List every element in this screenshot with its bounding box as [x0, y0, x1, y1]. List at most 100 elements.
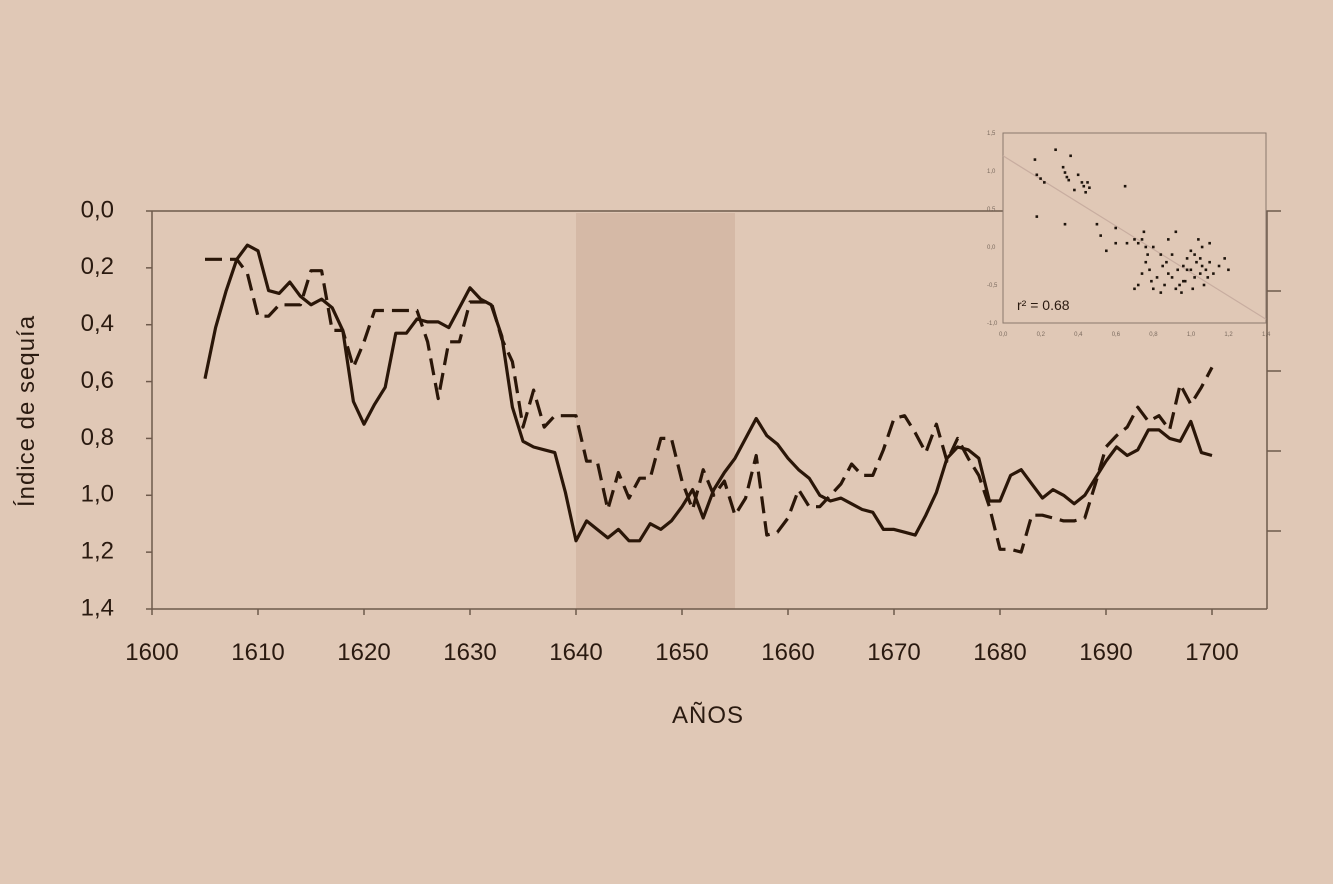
inset-scatter-point — [1178, 283, 1181, 287]
inset-x-tick-label: 1,2 — [1224, 332, 1233, 338]
highlight-band — [576, 213, 735, 609]
inset-scatter-point — [1208, 260, 1211, 264]
inset-scatter-point — [1035, 215, 1039, 218]
inset-scatter-point — [1183, 279, 1187, 283]
x-tick-label: 1680 — [973, 639, 1026, 666]
inset-scatter-point — [1136, 241, 1140, 245]
inset-scatter-point — [1204, 268, 1208, 272]
inset-scatter-point — [1195, 260, 1198, 264]
main-plot: 0,0 0,2 0,4 0,6 0,8 1,0 1,2 1,4 1600 1610 1620 1630… — [81, 196, 1281, 666]
inset-scatter-point — [1176, 268, 1180, 272]
x-tick-label: 1620 — [337, 639, 390, 666]
x-tick-label: 1700 — [1185, 639, 1238, 666]
inset-scatter-point — [1159, 253, 1163, 256]
x-tick-label: 1660 — [761, 639, 814, 666]
inset-scatter-point — [1105, 249, 1108, 253]
series-line-dashed — [205, 257, 1214, 554]
inset-scatter-point — [1114, 241, 1118, 245]
inset-scatter-point — [1200, 245, 1204, 249]
inset-trendline — [1002, 155, 1267, 320]
inset-scatter-plot: 1,51,00,50,0-0,5-1,00,0 0,2 0,4 0,6 0,8 1,0 1,… — [987, 131, 1271, 338]
x-tick-label: 1670 — [867, 639, 920, 666]
inset-scatter-point — [1069, 154, 1072, 158]
inset-scatter-point — [1182, 279, 1185, 283]
inset-scatter-point — [1114, 226, 1118, 230]
inset-r2-label: r² = 0.68 — [1017, 297, 1070, 313]
inset-x-tick-label: 0,4 — [1074, 332, 1083, 338]
inset-scatter-point — [1144, 245, 1148, 249]
inset-scatter-point — [1076, 173, 1080, 177]
inset-x-tick-label: 0,8 — [1149, 332, 1158, 338]
inset-scatter-point — [1151, 287, 1155, 291]
inset-scatter-point — [1161, 264, 1164, 268]
inset-scatter-point — [1140, 238, 1144, 241]
inset-scatter-point — [1067, 178, 1071, 182]
inset-scatter-point — [1150, 279, 1153, 283]
inset-scatter-point — [1182, 264, 1185, 268]
inset-scatter-point — [1039, 177, 1042, 180]
y-tick-label: 0,6 — [81, 367, 114, 394]
inset-scatter-point — [1140, 272, 1144, 275]
inset-scatter-point — [1082, 184, 1086, 188]
inset-scatter-point — [1088, 186, 1091, 190]
y-axis-title: Índice de sequía — [13, 315, 40, 507]
inset-scatter-point — [1133, 238, 1136, 241]
x-axis-title: AÑOS — [672, 702, 744, 729]
y-tick-label: 1,0 — [81, 481, 114, 508]
inset-scatter-point — [1202, 283, 1206, 287]
series-line-solid — [203, 243, 1213, 543]
x-tick-label: 1610 — [231, 639, 284, 666]
inset-x-tick-label: 1,4 — [1262, 332, 1271, 338]
inset-x-tick-label: 0,2 — [1037, 332, 1046, 338]
inset-scatter-point — [1099, 234, 1102, 237]
inset-scatter-point — [1174, 230, 1178, 234]
inset-scatter-point — [1065, 175, 1069, 179]
inset-scatter-point — [1197, 238, 1200, 241]
inset-x-tick-label: 1,0 — [1187, 332, 1196, 338]
inset-scatter-point — [1206, 276, 1210, 279]
inset-scatter-point — [1033, 158, 1037, 161]
inset-scatter-point — [1061, 165, 1065, 169]
inset-scatter-point — [1073, 188, 1076, 192]
inset-scatter-point — [1125, 241, 1129, 245]
inset-scatter-point — [1155, 276, 1159, 279]
y-tick-label: 0,2 — [81, 253, 114, 280]
y-tick-label: 1,2 — [81, 537, 114, 564]
y-tick-label: 0,0 — [81, 196, 114, 223]
y-tick-label: 0,4 — [81, 310, 114, 337]
inset-scatter-point — [1136, 283, 1140, 287]
inset-scatter-point — [1080, 181, 1084, 184]
inset-scatter-point — [1167, 238, 1170, 241]
x-tick-label: 1640 — [549, 639, 602, 666]
inset-scatter-point — [1095, 222, 1099, 226]
inset-scatter-point — [1223, 257, 1226, 260]
inset-scatter-point — [1123, 184, 1127, 188]
inset-scatter-point — [1054, 148, 1057, 152]
inset-scatter-point — [1180, 291, 1183, 294]
inset-scatter-point — [1151, 245, 1155, 249]
inset-scatter-point — [1174, 287, 1178, 291]
inset-scatter-point — [1170, 276, 1174, 279]
inset-scatter-point — [1142, 230, 1146, 234]
inset-scatter-point — [1212, 272, 1215, 275]
inset-scatter-point — [1189, 249, 1193, 253]
inset-y-tick-label: 0,5 — [987, 207, 996, 213]
x-tick-label: 1650 — [655, 639, 708, 666]
x-tick-label: 1690 — [1079, 639, 1132, 666]
inset-scatter-point — [1146, 253, 1149, 256]
inset-x-tick-label: 0,0 — [999, 332, 1008, 338]
inset-scatter-point — [1185, 268, 1189, 272]
inset-scatter-point — [1200, 264, 1204, 268]
inset-y-tick-label: 1,5 — [987, 131, 996, 137]
inset-scatter-point — [1191, 287, 1195, 291]
inset-scatter-point — [1227, 268, 1230, 272]
inset-scatter-point — [1170, 253, 1174, 256]
inset-y-tick-label: 0,0 — [987, 245, 996, 251]
inset-scatter-point — [1193, 253, 1196, 256]
inset-scatter-point — [1035, 173, 1039, 177]
inset-scatter-point — [1198, 257, 1202, 260]
inset-scatter-point — [1208, 241, 1211, 245]
inset-scatter-point — [1063, 222, 1067, 226]
